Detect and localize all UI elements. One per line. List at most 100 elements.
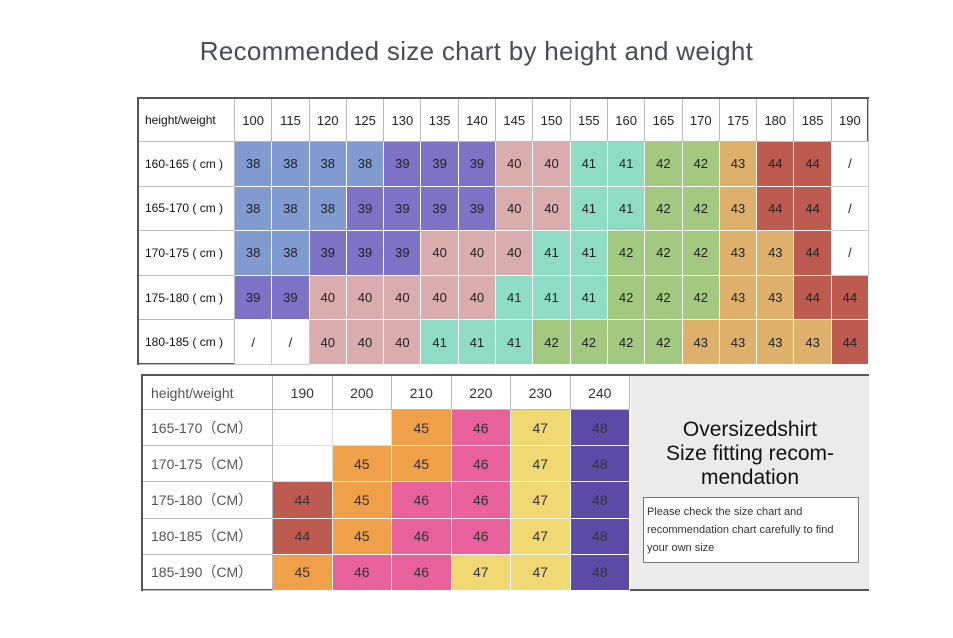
size-cell: 41 [607,186,646,232]
size-cell: 44 [831,320,870,365]
table-row: 165-170 ( cm ) 38 38 38 39 39 39 39 40 40 41 41 42 42… [139,186,870,232]
size-cell: 42 [645,142,683,187]
size-cell: 41 [570,275,608,321]
size-cell: 44 [831,275,870,321]
column-header-weight: 190 [831,99,870,142]
header-row: height/weight 100 115 120 125 130 135 140 145 150… [139,99,870,142]
size-cell: 45 [392,446,452,483]
size-cell: 46 [392,482,452,519]
size-cell: 38 [235,142,273,187]
size-cell: 38 [272,186,310,232]
size-cell: 39 [458,186,497,232]
size-cell: 39 [458,142,497,187]
size-cell: 48 [570,518,630,555]
size-cell: 41 [570,142,608,187]
size-cell: 45 [332,518,392,555]
info-heading-line: mendation [700,466,800,489]
size-cell: 44 [757,186,795,232]
size-cell: 45 [273,554,333,591]
size-cell: / [831,186,870,232]
size-cell: 46 [332,554,392,591]
size-cell: 39 [384,186,422,232]
column-header-weight: 170 [682,99,720,142]
size-cell: 45 [392,410,452,447]
size-cell: 43 [757,275,795,321]
size-cell: 44 [757,142,795,187]
size-cell: 44 [794,186,832,232]
size-cell: 41 [607,142,646,187]
size-cell: 48 [570,554,630,591]
size-cell: 46 [392,518,452,555]
size-cell: 40 [458,231,497,276]
size-cell [273,410,333,447]
size-cell: 47 [511,554,571,591]
column-header-weight: 135 [421,99,459,142]
corner-label: height/weight [139,99,235,142]
size-table-upper: height/weight 100 115 120 125 130 135 140 145 150… [137,97,870,365]
size-cell: 45 [332,446,392,483]
size-cell: 47 [511,446,571,483]
size-cell: 40 [458,275,497,321]
size-cell: 46 [392,554,452,591]
size-cell: 47 [511,410,571,447]
info-heading: Oversizedshirt Size fitting recom- menda… [631,418,869,490]
size-cell: 46 [451,518,511,555]
size-cell: 43 [719,320,758,365]
size-cell: 39 [346,186,385,232]
size-cell: 48 [570,446,630,483]
size-cell: 42 [570,320,608,365]
size-cell: 47 [511,518,571,555]
size-cell: 42 [682,142,720,187]
column-header-weight: 180 [757,99,795,142]
table-row: 175-180（CM） 44 45 46 46 47 48 [143,482,630,519]
size-cell: 46 [451,446,511,483]
size-cell: 42 [682,275,720,321]
size-cell: 42 [533,320,571,365]
size-cell: 43 [719,186,758,232]
size-cell: 42 [645,320,683,365]
row-header-height: 180-185 ( cm ) [139,320,235,365]
size-cell: 48 [570,482,630,519]
column-header-weight: 220 [451,376,511,410]
column-header-weight: 175 [719,99,758,142]
size-cell: 43 [719,231,758,276]
size-cell: 43 [757,320,795,365]
size-cell: / [831,142,870,187]
size-cell: 39 [309,231,347,276]
size-cell: 40 [309,320,347,365]
size-cell: 44 [273,518,333,555]
row-header-height: 165-170（CM） [143,410,273,447]
corner-label: height/weight [143,376,273,410]
size-cell: 42 [607,320,646,365]
size-cell: 47 [451,554,511,591]
size-cell: 40 [533,186,571,232]
table-row: 160-165 ( cm ) 38 38 38 38 39 39 39 40 40 41 41 42 42… [139,142,870,187]
size-cell: 43 [719,142,758,187]
column-header-weight: 150 [533,99,571,142]
size-cell: 39 [235,275,273,321]
info-note: Please check the size chart and recommen… [643,497,859,563]
table-row: 175-180 ( cm ) 39 39 40 40 40 40 40 41 41 41 42 42 42… [139,275,870,321]
size-cell: 45 [332,482,392,519]
size-cell: 40 [309,275,347,321]
size-cell: 41 [533,231,571,276]
size-cell: 42 [645,186,683,232]
column-header-weight: 125 [346,99,385,142]
row-header-height: 180-185（CM） [143,518,273,555]
row-header-height: 170-175（CM） [143,446,273,483]
size-cell: 43 [682,320,720,365]
column-header-weight: 210 [392,376,452,410]
size-cell: 41 [421,320,459,365]
size-cell: 39 [421,186,459,232]
size-cell: 39 [421,142,459,187]
size-cell: 44 [273,482,333,519]
size-cell: 41 [533,275,571,321]
size-cell: 43 [757,231,795,276]
column-header-weight: 190 [273,376,333,410]
size-cell: 42 [607,275,646,321]
size-cell: 40 [421,231,459,276]
column-header-weight: 200 [332,376,392,410]
size-cell: 40 [346,320,385,365]
page-title: Recommended size chart by height and wei… [199,36,754,66]
size-cell: 41 [496,275,534,321]
